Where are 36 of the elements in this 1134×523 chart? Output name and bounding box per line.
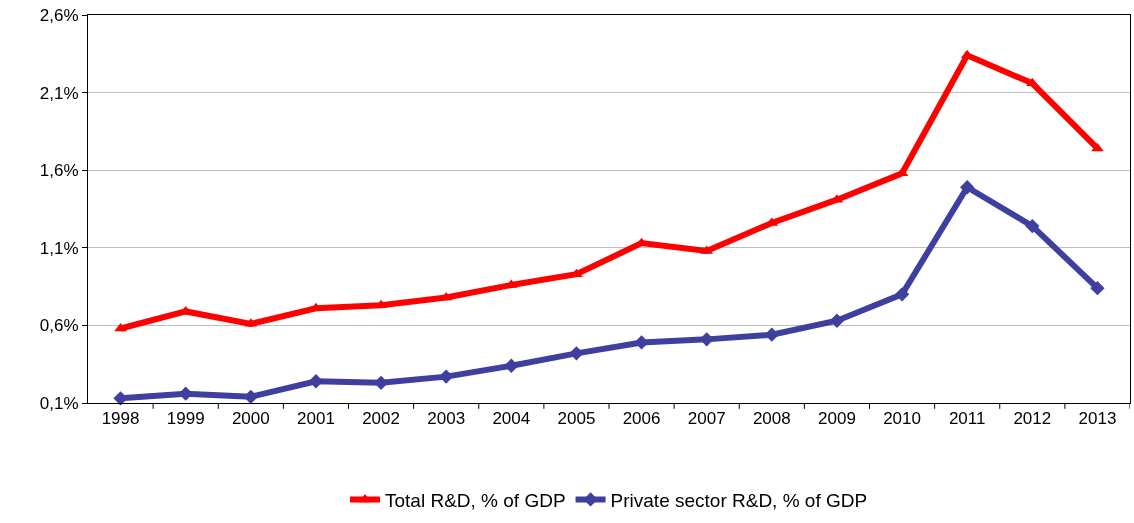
y-tick-label: 1,6% bbox=[39, 161, 79, 181]
y-tick-label: 2,6% bbox=[39, 5, 79, 25]
point bbox=[1025, 218, 1040, 234]
x-tick-label: 2012 bbox=[1013, 409, 1052, 429]
x-tick-label: 1999 bbox=[166, 409, 205, 429]
x-tick-label: 2007 bbox=[687, 409, 726, 429]
point bbox=[1091, 142, 1104, 152]
x-tick-label: 2001 bbox=[297, 409, 335, 429]
y-tick-label: 0,1% bbox=[39, 393, 79, 413]
point bbox=[1025, 77, 1039, 87]
x-tick-label: 2009 bbox=[818, 409, 856, 429]
x-tick-label: 2003 bbox=[427, 409, 466, 429]
point bbox=[960, 180, 975, 195]
point bbox=[764, 327, 779, 342]
x-tick-label: 2013 bbox=[1078, 409, 1117, 429]
x-tick-label: 2005 bbox=[557, 409, 596, 429]
point bbox=[894, 287, 910, 302]
x-tick-label: 2006 bbox=[622, 409, 661, 429]
point bbox=[829, 313, 845, 328]
x-tick-label: 2004 bbox=[492, 409, 531, 429]
x-tick-label: 2011 bbox=[948, 409, 986, 429]
x-tick-label: 2002 bbox=[362, 409, 400, 429]
x-tick-label: 2000 bbox=[231, 409, 270, 429]
x-tick-label: 2008 bbox=[752, 409, 791, 429]
point bbox=[113, 391, 128, 406]
y-tick-label: 2,1% bbox=[39, 83, 79, 103]
x-tick-label: 1998 bbox=[101, 409, 140, 429]
point bbox=[1090, 281, 1105, 296]
y-tick-label: 1,1% bbox=[39, 238, 79, 258]
y-tick-label: 0,6% bbox=[39, 316, 79, 336]
point bbox=[504, 358, 519, 373]
point bbox=[439, 369, 454, 384]
legend-label: Private sector R&D, % of GDP bbox=[610, 489, 868, 511]
legend-label: Total R&D, % of GDP bbox=[385, 489, 566, 511]
point bbox=[569, 346, 584, 361]
x-tick-label: 2010 bbox=[883, 409, 921, 429]
